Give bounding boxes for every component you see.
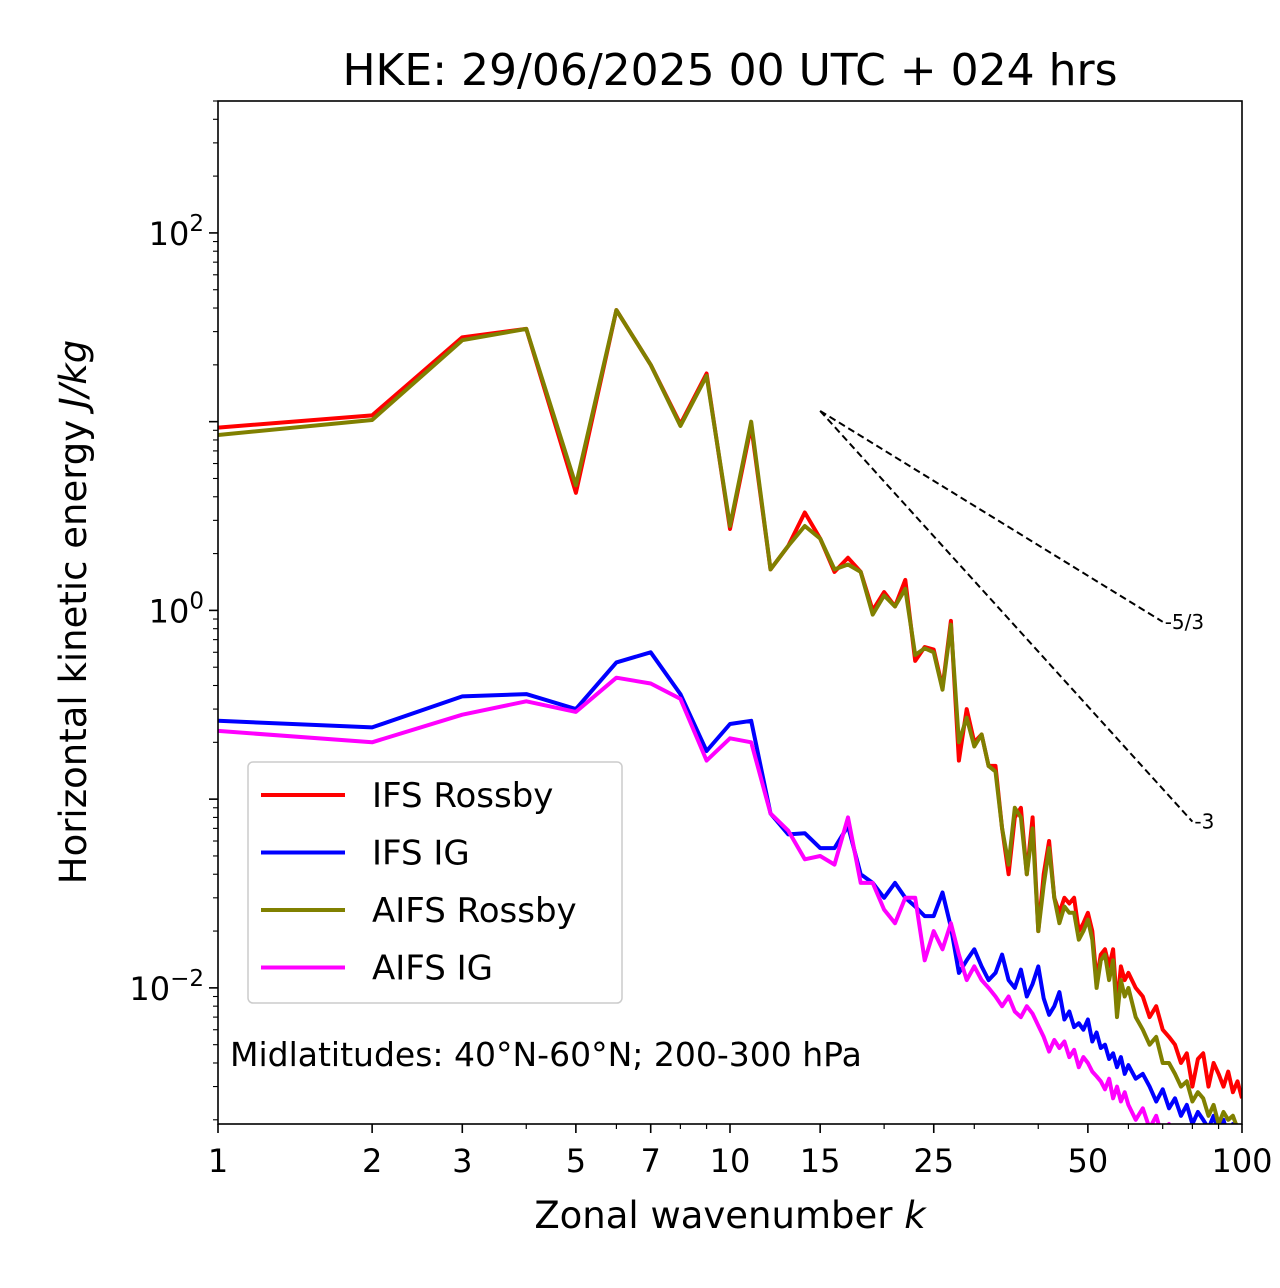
reference-slope-lines bbox=[819, 410, 1194, 823]
slope-label: -5/3 bbox=[1165, 610, 1204, 634]
x-tick-label: 15 bbox=[800, 1142, 841, 1180]
legend-label: IFS IG bbox=[372, 834, 470, 874]
legend-box bbox=[247, 761, 623, 1004]
y-axis-label-unit: J/kg bbox=[52, 340, 95, 415]
x-axis-label-text: Zonal wavenumber bbox=[534, 1194, 893, 1237]
y-tick-base: 10 bbox=[149, 215, 190, 253]
reference-line-slope-3 bbox=[819, 410, 1194, 823]
chart-title: HKE: 29/06/2025 00 UTC + 024 hrs bbox=[342, 45, 1117, 96]
y-tick-label: 100 bbox=[149, 588, 204, 630]
y-axis-label: Horizontal kinetic energy J/kg bbox=[52, 340, 95, 884]
x-tick-label: 5 bbox=[566, 1142, 586, 1180]
series-line-aifs-ig bbox=[218, 675, 1172, 1124]
series-line-aifs-rossby bbox=[218, 308, 1239, 1124]
x-tick-label: 3 bbox=[452, 1142, 472, 1180]
x-tick-label: 2 bbox=[362, 1142, 382, 1180]
series-lines bbox=[218, 308, 1242, 1124]
legend-label: AIFS IG bbox=[372, 949, 493, 989]
x-tick-label: 10 bbox=[710, 1142, 751, 1180]
plot-frame bbox=[217, 100, 1243, 1125]
slope-label: -3 bbox=[1194, 810, 1214, 834]
y-tick-base: 10 bbox=[149, 592, 190, 630]
legend-label: IFS Rossby bbox=[372, 776, 553, 816]
x-tick-label: 1 bbox=[208, 1142, 228, 1180]
reference-line-slope-5-3 bbox=[819, 410, 1164, 623]
y-tick-base: 10 bbox=[129, 970, 170, 1008]
legend-label: AIFS Rossby bbox=[372, 891, 577, 931]
x-axis-label-var: k bbox=[904, 1194, 927, 1237]
y-axis-label-text: Horizontal kinetic energy bbox=[52, 420, 95, 884]
y-tick-exponent: 2 bbox=[189, 211, 204, 237]
y-tick-label: 10−2 bbox=[129, 966, 204, 1008]
y-tick-exponent: −2 bbox=[170, 966, 204, 992]
series-line-ifs-ig bbox=[218, 650, 1236, 1124]
region-annotation: Midlatitudes: 40°N-60°N; 200-300 hPa bbox=[230, 1035, 862, 1074]
x-tick-label: 25 bbox=[913, 1142, 954, 1180]
x-axis-label: Zonal wavenumber k bbox=[534, 1194, 927, 1237]
x-tick-label: 100 bbox=[1211, 1142, 1272, 1180]
x-tick-label: 7 bbox=[641, 1142, 661, 1180]
x-tick-label: 50 bbox=[1068, 1142, 1109, 1180]
y-tick-label: 102 bbox=[149, 211, 204, 253]
y-tick-exponent: 0 bbox=[189, 588, 204, 614]
legend: IFS Rossby IFS IG AIFS Rossby AIFS IG bbox=[247, 761, 623, 1004]
x-axis-ticks: 1 2 3 5 7 10 15 25 50 100 bbox=[208, 1124, 1273, 1180]
slope-labels: -5/3 -3 bbox=[1165, 610, 1215, 834]
